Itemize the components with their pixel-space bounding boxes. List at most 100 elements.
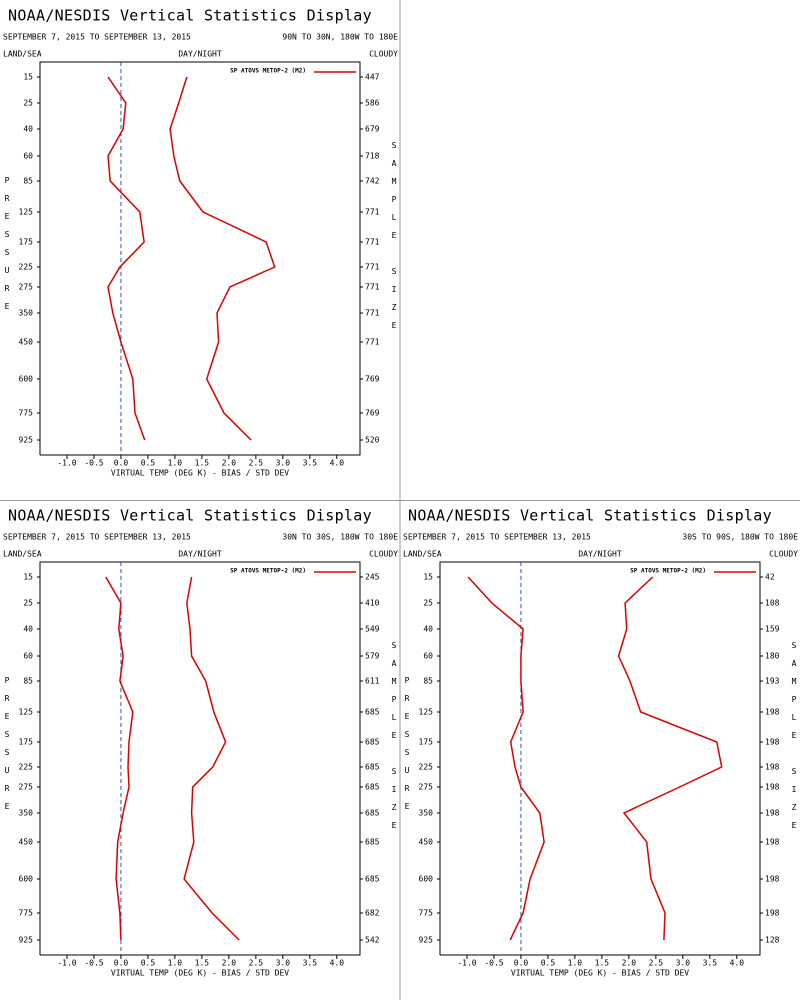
x-tick-label: 3.0 [276,959,291,968]
land-sea-label: LAND/SEA [3,550,42,559]
x-tick-label: -0.5 [484,959,503,968]
date-range: SEPTEMBER 7, 2015 TO SEPTEMBER 13, 2015 [3,533,191,542]
y-tick-label: 60 [423,652,433,661]
date-range: SEPTEMBER 7, 2015 TO SEPTEMBER 13, 2015 [403,533,591,542]
y2-axis-label: SAMPLE SIZE [390,141,399,339]
x-tick-label: 2.5 [249,959,264,968]
chart-title: NOAA/NESDIS Vertical Statistics Display [8,7,372,25]
x-tick-label: 2.0 [622,959,637,968]
sample-size: 198 [765,809,780,818]
profile-line [169,76,276,441]
sample-size: 198 [765,875,780,884]
sample-size: 679 [365,125,380,134]
y-tick-label: 25 [423,599,433,608]
y-tick-label: 125 [419,708,434,717]
y-tick-label: 450 [19,338,34,347]
sample-size: 198 [765,783,780,792]
sample-size: 586 [365,99,380,108]
sample-size: 198 [765,708,780,717]
sample-size: 682 [365,909,380,918]
sample-size: 611 [365,677,380,686]
y-tick-label: 60 [23,652,33,661]
y-tick-label: 225 [19,263,34,272]
y-tick-label: 775 [19,409,34,418]
y-tick-label: 350 [19,309,34,318]
date-range: SEPTEMBER 7, 2015 TO SEPTEMBER 13, 2015 [3,33,191,42]
y-tick-label: 25 [23,99,33,108]
y-tick-label: 600 [19,875,34,884]
sample-size: 159 [765,625,780,634]
y-tick-label: 40 [23,625,33,634]
sample-size: 771 [365,263,380,272]
panel: NOAA/NESDIS Vertical Statistics Display S… [3,507,399,978]
sample-size: 685 [365,838,380,847]
chart-title: NOAA/NESDIS Vertical Statistics Display [8,507,372,525]
region: 30N TO 30S, 180W TO 180E [282,533,398,542]
sample-size: 771 [365,283,380,292]
y-tick-label: 350 [19,809,34,818]
y-tick-label: 175 [419,738,434,747]
x-axis-label: VIRTUAL TEMP (DEG K) - BIAS / STD DEV [111,469,289,478]
sample-size: 245 [365,573,380,582]
y2-axis-label: SAMPLE SIZE [390,641,399,839]
sample-size: 718 [365,152,380,161]
x-tick-label: 1.0 [168,959,183,968]
sample-size: 685 [365,708,380,717]
y-tick-label: 15 [423,573,433,582]
y-tick-label: 85 [23,177,33,186]
x-tick-label: 2.0 [222,959,237,968]
cloudy-label: CLOUDY [369,50,398,59]
sample-size: 198 [765,738,780,747]
x-tick-label: -0.5 [84,459,103,468]
y2-axis-label: SAMPLE SIZE [790,641,799,839]
x-tick-label: 0.0 [514,959,529,968]
y-tick-label: 350 [419,809,434,818]
x-tick-label: 4.0 [730,959,745,968]
x-tick-label: 1.0 [168,459,183,468]
sample-size: 769 [365,375,380,384]
x-tick-label: 3.5 [303,959,318,968]
sample-size: 128 [765,936,780,945]
y-tick-label: 450 [419,838,434,847]
sample-size: 108 [765,599,780,608]
sample-size: 771 [365,338,380,347]
sample-size: 579 [365,652,380,661]
y-tick-label: 25 [23,599,33,608]
sample-size: 542 [365,936,380,945]
x-tick-label: 1.5 [195,459,210,468]
x-tick-label: 1.0 [568,959,583,968]
x-tick-label: 4.0 [330,459,345,468]
x-tick-label: 2.0 [222,459,237,468]
land-sea-label: LAND/SEA [403,550,442,559]
x-tick-label: 4.0 [330,959,345,968]
sample-size: 198 [765,763,780,772]
land-sea-label: LAND/SEA [3,50,42,59]
y-tick-label: 175 [19,238,34,247]
cloudy-label: CLOUDY [369,550,398,559]
plot-frame [439,561,761,956]
chart-title: NOAA/NESDIS Vertical Statistics Display [408,507,772,525]
y-tick-label: 40 [423,625,433,634]
profile-line [617,576,723,941]
sample-size: 410 [365,599,380,608]
sample-size: 685 [365,809,380,818]
panel: NOAA/NESDIS Vertical Statistics Display S… [403,507,799,978]
y-tick-label: 925 [19,436,34,445]
y-tick-label: 600 [19,375,34,384]
x-tick-label: 0.5 [141,459,156,468]
y-axis-label: PRESSURE [403,676,412,820]
sample-size: 771 [365,208,380,217]
x-axis-label: VIRTUAL TEMP (DEG K) - BIAS / STD DEV [511,969,689,978]
sample-size: 685 [365,875,380,884]
y-tick-label: 15 [23,73,33,82]
profile-line [183,576,240,941]
x-axis-label: VIRTUAL TEMP (DEG K) - BIAS / STD DEV [111,969,289,978]
sample-size: 771 [365,309,380,318]
panel: NOAA/NESDIS Vertical Statistics Display S… [3,7,399,478]
y-tick-label: 225 [19,763,34,772]
sample-size: 180 [765,652,780,661]
day-night-label: DAY/NIGHT [578,550,622,559]
y-axis-label: PRESSURE [3,676,12,820]
x-tick-label: -0.5 [84,959,103,968]
